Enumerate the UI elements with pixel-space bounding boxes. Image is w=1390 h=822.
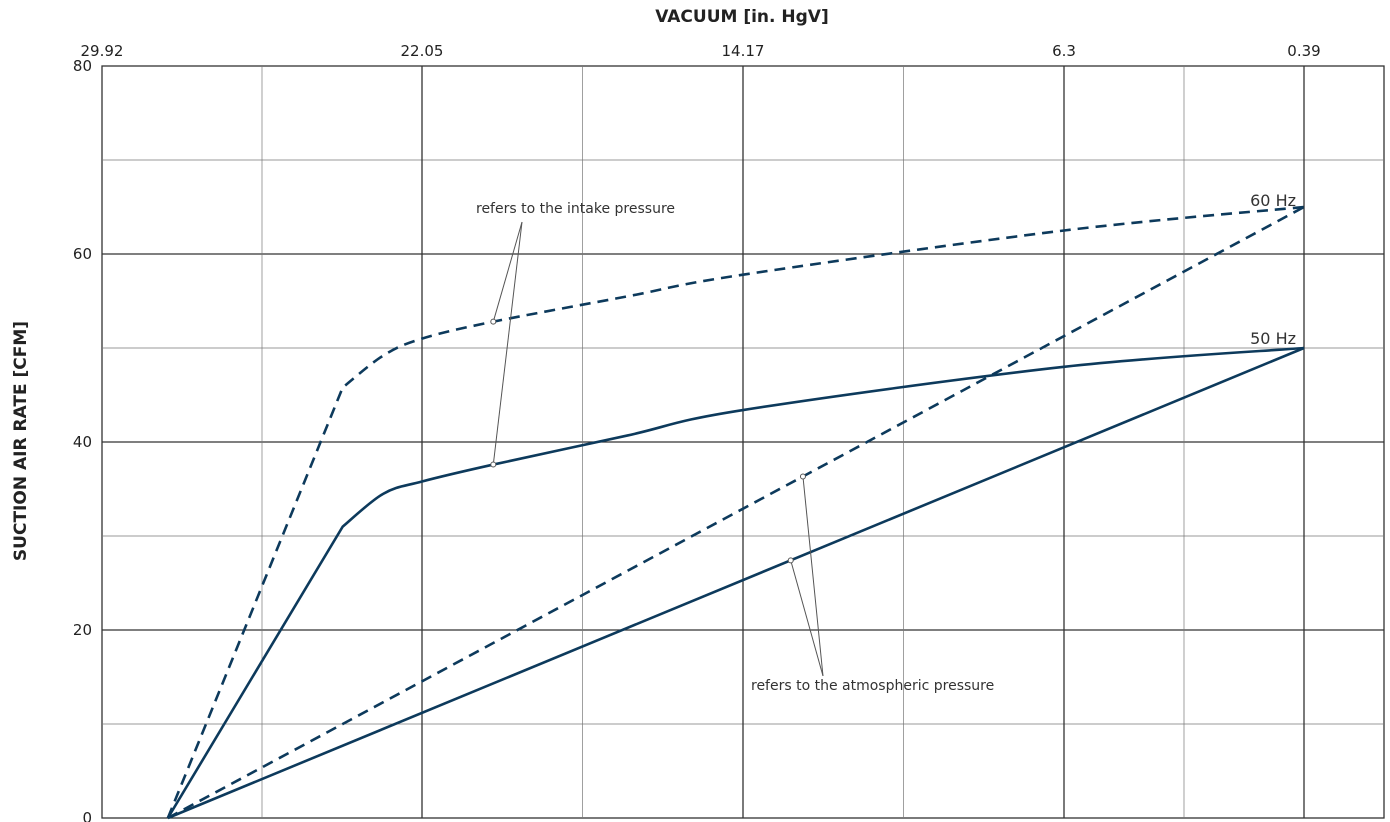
tick-labels: 29.92 22.05 14.17 6.3 0.39 0 20 40 60 80 bbox=[73, 42, 1321, 822]
annotation-atmospheric-pressure: refers to the atmospheric pressure bbox=[751, 678, 994, 694]
series-label-60hz: 60 Hz bbox=[1250, 191, 1296, 210]
y-tick-label: 80 bbox=[73, 57, 92, 75]
x-tick-label: 22.05 bbox=[401, 42, 444, 60]
y-tick-label: 20 bbox=[73, 621, 92, 639]
x-axis-title: VACUUM [in. HgV] bbox=[655, 7, 828, 27]
series-line-60hz-intake bbox=[166, 205, 1305, 819]
series-label-50hz: 50 Hz bbox=[1250, 329, 1296, 348]
x-tick-label: 6.3 bbox=[1052, 42, 1076, 60]
annotation-intake-pressure: refers to the intake pressure bbox=[476, 201, 675, 217]
y-tick-label: 0 bbox=[82, 809, 92, 822]
annotation-marker bbox=[490, 318, 497, 325]
annotation-marker bbox=[490, 461, 497, 468]
annotation-leader-line bbox=[492, 221, 523, 465]
x-tick-label: 14.17 bbox=[722, 42, 765, 60]
annotation-leaders bbox=[490, 221, 824, 677]
x-tick-label: 29.92 bbox=[81, 42, 124, 60]
annotation-leader-line bbox=[492, 221, 523, 322]
x-tick-label: 0.39 bbox=[1287, 42, 1320, 60]
y-tick-label: 60 bbox=[73, 245, 92, 263]
annotation-leader-line bbox=[790, 560, 824, 677]
chart-curves bbox=[166, 205, 1305, 820]
series-line-50hz-atmospheric bbox=[167, 346, 1305, 820]
chart-grid bbox=[101, 65, 1385, 819]
y-axis-title: SUCTION AIR RATE [CFM] bbox=[11, 321, 31, 561]
series-line-60hz-atmospheric bbox=[167, 205, 1305, 820]
series-line-50hz-intake bbox=[166, 346, 1305, 819]
annotation-marker bbox=[787, 557, 794, 564]
annotation-leader-line bbox=[802, 476, 824, 677]
y-tick-label: 40 bbox=[73, 433, 92, 451]
annotation-marker bbox=[799, 473, 806, 480]
